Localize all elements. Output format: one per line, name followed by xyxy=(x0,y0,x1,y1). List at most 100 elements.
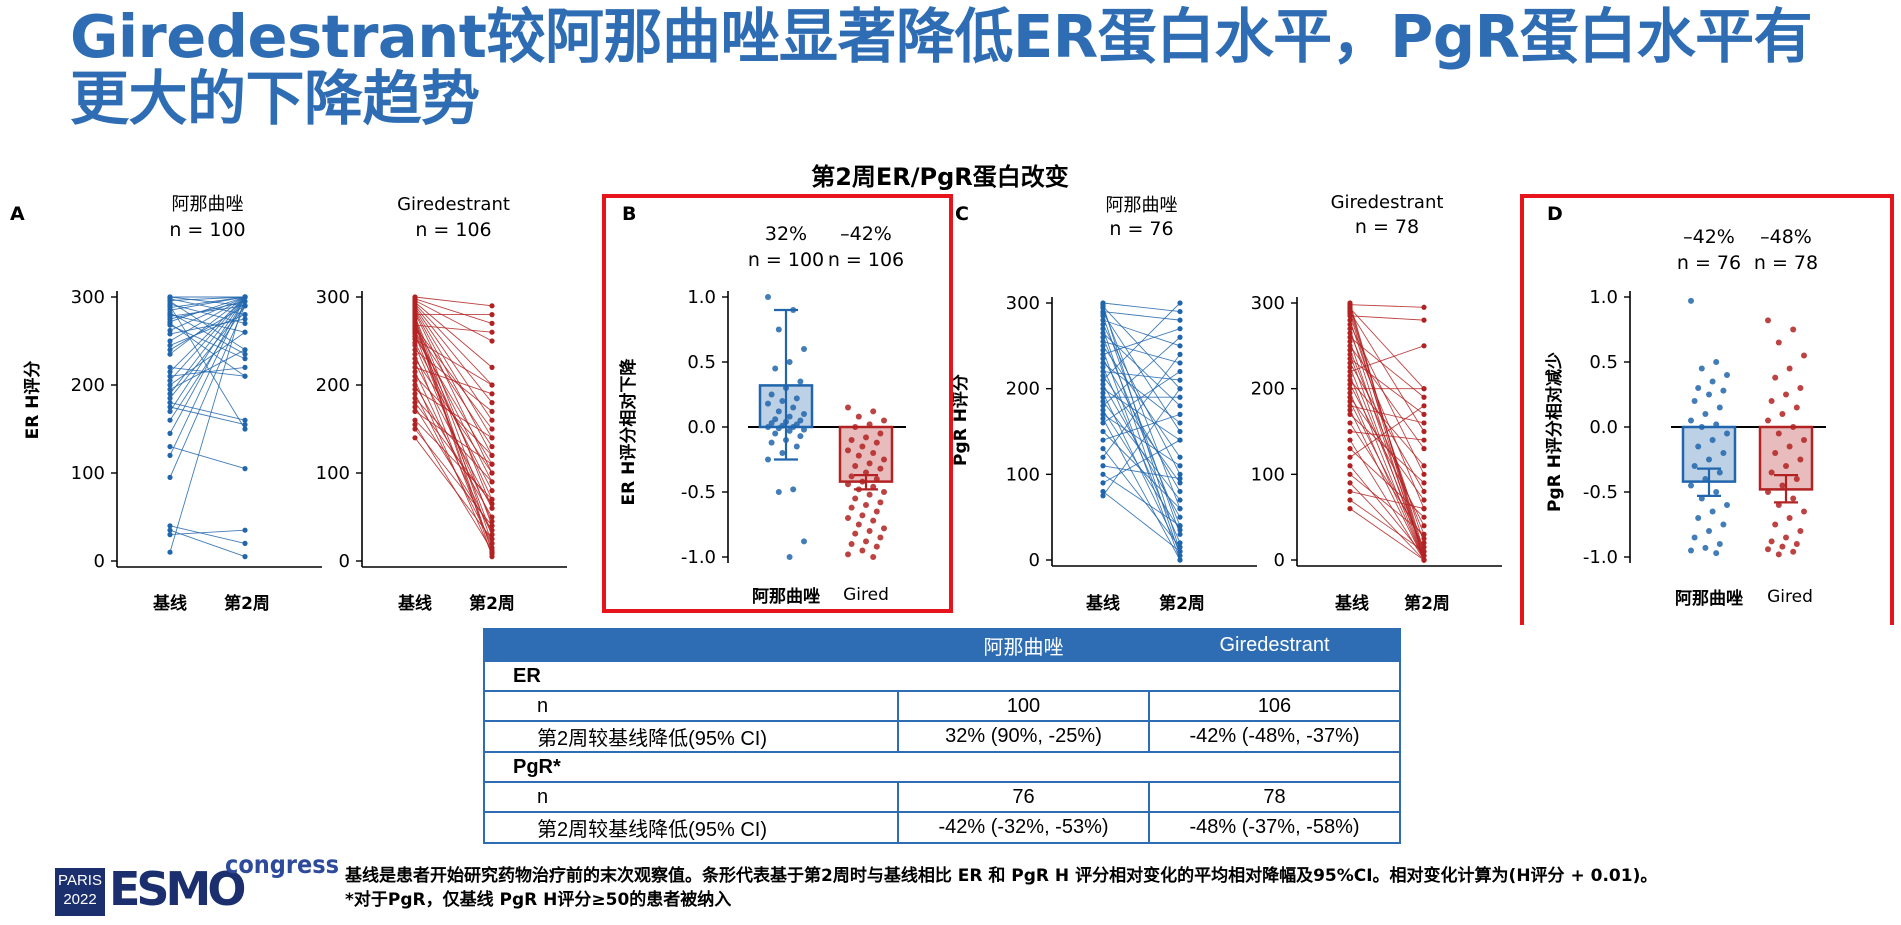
paired-line xyxy=(1349,379,1425,467)
patient-point xyxy=(1765,417,1771,424)
y-tick-label: 100 xyxy=(316,463,350,484)
week2-point xyxy=(242,316,248,322)
paired-line xyxy=(414,366,493,395)
highlight-box-b xyxy=(602,194,953,613)
week2-point xyxy=(1177,471,1183,477)
baseline-point xyxy=(412,391,418,397)
paired-line xyxy=(169,296,246,434)
baseline-point xyxy=(1100,351,1106,357)
baseline-point xyxy=(167,408,173,414)
baseline-point xyxy=(1347,428,1353,435)
patient-point xyxy=(1783,391,1789,398)
week2-point xyxy=(1421,557,1427,563)
patient-point xyxy=(775,489,782,495)
patient-point xyxy=(845,404,851,411)
paired-line xyxy=(1349,384,1425,526)
patient-point xyxy=(866,460,873,467)
paired-line xyxy=(169,298,246,316)
baseline-point xyxy=(412,356,418,362)
paired-line xyxy=(169,366,246,377)
baseline-point xyxy=(167,386,173,392)
y-axis-label: ER H评分相对下降 xyxy=(618,358,639,506)
week2-point xyxy=(1177,308,1183,315)
week2-point xyxy=(1177,420,1183,426)
week2-point xyxy=(1421,437,1427,443)
patient-point xyxy=(1765,489,1771,495)
patient-point xyxy=(1772,521,1779,528)
table-header-cell xyxy=(483,628,899,662)
y-tick-label: -0.5 xyxy=(681,482,716,503)
week2-point xyxy=(489,514,495,520)
paired-line xyxy=(1102,371,1181,424)
week2-point xyxy=(489,505,495,511)
paired-line xyxy=(414,298,493,324)
paired-line xyxy=(1349,392,1425,561)
patient-point xyxy=(765,456,771,463)
week2-point xyxy=(489,338,495,344)
panel-subtitle: 阿那曲唑 xyxy=(172,194,244,215)
week2-point xyxy=(242,426,248,432)
baseline-point xyxy=(1100,364,1106,370)
paired-line xyxy=(169,529,246,536)
patient-point xyxy=(870,517,877,524)
week2-point xyxy=(1177,540,1183,546)
group-percent-label: –48% xyxy=(1760,226,1812,248)
patient-point xyxy=(801,538,807,545)
panel-n-label: n = 106 xyxy=(415,219,491,241)
patient-point xyxy=(1724,372,1730,378)
paired-line xyxy=(1102,307,1181,509)
y-tick-label: 1.0 xyxy=(687,287,716,308)
patient-point xyxy=(775,425,782,432)
table-cell: 78 xyxy=(1148,781,1401,813)
patient-point xyxy=(1691,534,1698,541)
paired-line xyxy=(1102,345,1181,458)
y-tick-label: 300 xyxy=(316,287,350,308)
baseline-point xyxy=(167,417,173,423)
paired-line xyxy=(1349,362,1425,492)
paired-line xyxy=(1102,311,1181,321)
panel-subtitle: 阿那曲唑 xyxy=(1106,195,1178,216)
week2-point xyxy=(1177,476,1183,482)
baseline-point xyxy=(1100,360,1106,366)
baseline-point xyxy=(1100,463,1106,469)
patient-point xyxy=(845,551,851,558)
week2-point xyxy=(1421,317,1427,323)
slide-title: Giredestrant较阿那曲唑显著降低ER蛋白水平，PgR蛋白水平有更大的下… xyxy=(70,2,1813,133)
week2-point xyxy=(1177,394,1183,400)
patient-point xyxy=(859,443,866,450)
paired-line xyxy=(1102,341,1181,364)
paired-line xyxy=(414,380,493,555)
paired-line xyxy=(1102,418,1181,561)
patient-point xyxy=(1790,424,1797,430)
patient-point xyxy=(790,486,797,493)
patient-point xyxy=(866,491,873,498)
panel-n-label: n = 78 xyxy=(1355,216,1419,238)
paired-line xyxy=(169,296,246,323)
paired-line xyxy=(1349,349,1425,535)
paired-line xyxy=(1349,358,1425,415)
week2-point xyxy=(489,320,495,326)
logo-city-badge: PARIS 2022 xyxy=(55,868,105,916)
patient-point xyxy=(1775,551,1782,558)
week2-point xyxy=(1177,548,1183,555)
patient-point xyxy=(1691,398,1698,404)
patient-point xyxy=(1720,387,1727,394)
week2-point xyxy=(1177,343,1183,349)
paired-line xyxy=(1102,371,1181,381)
baseline-point xyxy=(1100,317,1106,323)
paired-line xyxy=(1349,345,1425,449)
week2-point xyxy=(1177,351,1183,357)
patient-point xyxy=(765,294,771,300)
baseline-point xyxy=(412,373,418,379)
patient-point xyxy=(881,456,887,463)
paired-line xyxy=(1102,439,1181,484)
paired-line xyxy=(1349,336,1425,398)
week2-point xyxy=(1177,463,1183,469)
figure-title: 第2周ER/PgR蛋白改变 xyxy=(811,163,1069,191)
week2-point xyxy=(489,400,495,406)
week2-point xyxy=(1421,480,1427,486)
week2-point xyxy=(489,417,495,423)
paired-line xyxy=(1102,313,1181,432)
paired-line xyxy=(1349,304,1425,308)
paired-line xyxy=(414,328,493,447)
